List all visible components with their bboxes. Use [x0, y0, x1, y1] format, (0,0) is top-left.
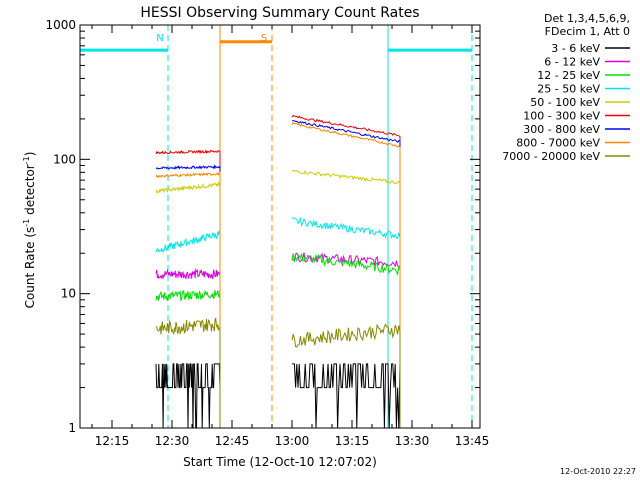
series-300-800keV: [155, 120, 401, 428]
series-12-25keV: [155, 253, 401, 428]
x-tick-label: 12:45: [215, 434, 250, 448]
axes-layer: 12:15 12:30 12:45 13:00 13:15 13:30 13:45 1 10 10…: [45, 18, 489, 448]
x-tick-label: 13:15: [335, 434, 370, 448]
y-tick-label: 100: [53, 152, 76, 166]
y-axis-label: Count Rate (s-1 detector-1): [22, 152, 37, 309]
chart-title: HESSI Observing Summary Count Rates: [140, 5, 419, 21]
flag-code: N: [156, 33, 163, 44]
legend-label: 800 - 7000 keV: [516, 137, 600, 150]
flag-code: S: [261, 33, 267, 44]
legend-label: 7000 - 20000 keV: [502, 150, 600, 163]
x-tick-label: 13:30: [395, 434, 430, 448]
legend: Det 1,3,4,5,6,9,FDecim 1, Att 0 3 - 6 keV…: [502, 12, 630, 163]
legend-label: 300 - 800 keV: [523, 123, 600, 136]
legend-label: 100 - 300 keV: [523, 110, 600, 123]
legend-label: 3 - 6 keV: [551, 42, 600, 55]
series-3-6keV: [155, 363, 401, 429]
x-tick-label: 13:00: [275, 434, 310, 448]
y-tick-label: 1000: [45, 18, 76, 32]
y-tick-label: 10: [61, 287, 76, 301]
legend-label: 25 - 50 keV: [537, 83, 600, 96]
series-800-7000keV: [155, 121, 401, 428]
series-layer: [155, 114, 401, 429]
y-tick-label: 1: [68, 421, 76, 435]
series-25-50keV: [155, 216, 401, 428]
series-100-300keV: [155, 114, 401, 428]
x-tick-label: 13:45: [455, 434, 490, 448]
legend-header: FDecim 1, Att 0: [545, 25, 630, 38]
x-tick-label: 12:30: [155, 434, 190, 448]
legend-label: 6 - 12 keV: [544, 56, 600, 69]
plot-frame: [79, 24, 481, 429]
series-50-100keV: [155, 169, 401, 428]
x-tick-label: 12:15: [95, 434, 130, 448]
timestamp: 12-Oct-2010 22:27: [560, 467, 636, 476]
legend-header: Det 1,3,4,5,6,9,: [544, 12, 630, 25]
legend-label: 12 - 25 keV: [537, 69, 600, 82]
legend-label: 50 - 100 keV: [530, 96, 600, 109]
x-axis-label: Start Time (12-Oct-10 12:07:02): [183, 455, 377, 469]
series-7000-20000keV: [155, 317, 401, 428]
